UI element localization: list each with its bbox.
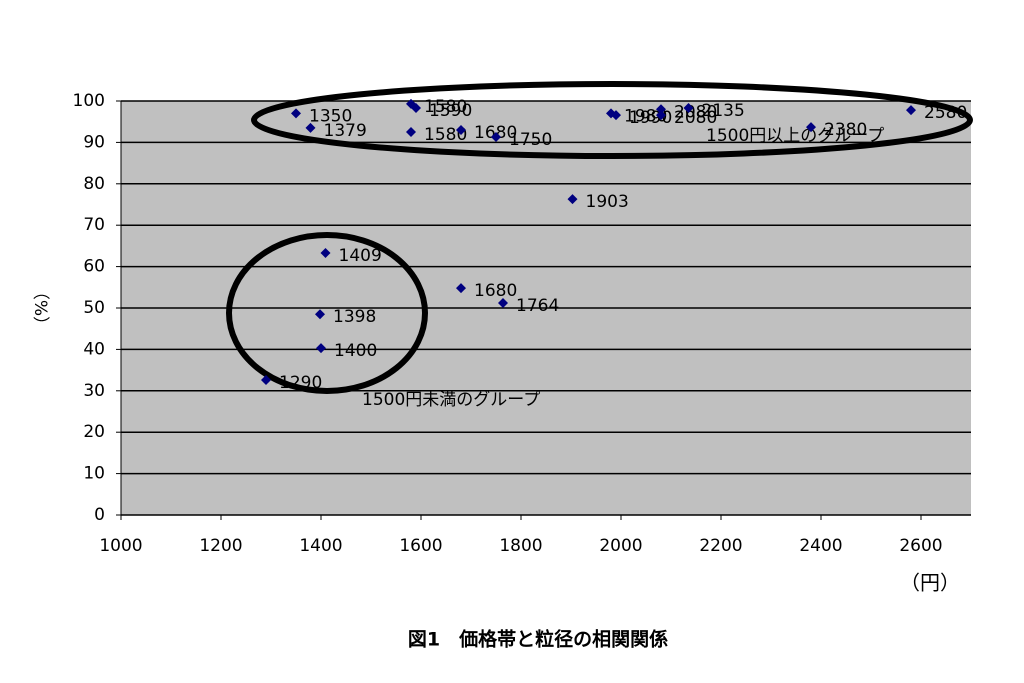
data-label: 2135 xyxy=(702,101,745,121)
annotation: 1500円以上のグループ xyxy=(706,126,884,146)
point xyxy=(320,247,331,258)
data-label: 1764 xyxy=(516,296,559,316)
data-label: 1980 xyxy=(624,106,667,126)
point xyxy=(906,105,916,116)
x-tick-label: 1600 xyxy=(399,536,442,556)
annotation: 1500円未満のグループ xyxy=(362,390,540,410)
data-label: 1398 xyxy=(333,307,376,327)
point xyxy=(567,194,578,205)
y-tick-label: 40 xyxy=(83,339,105,359)
data-label: 1750 xyxy=(509,130,552,150)
data-label: 1350 xyxy=(309,106,352,126)
y-tick-label: 70 xyxy=(83,215,105,235)
data-label: 1290 xyxy=(279,373,322,393)
x-tick-label: 2600 xyxy=(899,536,942,556)
x-tick-label: 2400 xyxy=(799,536,842,556)
y-tick-label: 0 xyxy=(94,505,105,525)
y-tick-label: 60 xyxy=(83,257,105,277)
point xyxy=(406,127,416,138)
point xyxy=(656,110,666,121)
data-label: 1580 xyxy=(424,97,467,117)
data-label: 1409 xyxy=(339,246,382,266)
data-label: 1590 xyxy=(429,101,472,121)
data-label: 1680 xyxy=(474,281,517,301)
y-tick-label: 30 xyxy=(83,381,105,401)
data-label: 2580 xyxy=(924,103,967,123)
x-axis-label: （円） xyxy=(900,571,960,595)
point xyxy=(806,122,816,133)
data-label: 1990 xyxy=(629,108,672,128)
x-tick-label: 2200 xyxy=(699,536,742,556)
point xyxy=(683,103,694,114)
x-tick-label: 1000 xyxy=(99,536,142,556)
y-tick-label: 50 xyxy=(83,298,105,318)
data-label: 1903 xyxy=(586,192,629,212)
data-label: 1379 xyxy=(324,121,367,141)
point xyxy=(315,309,325,320)
y-tick-label: 100 xyxy=(73,91,105,111)
x-tick-label: 1400 xyxy=(299,536,342,556)
x-tick-label: 2000 xyxy=(599,536,642,556)
point xyxy=(291,108,301,119)
point xyxy=(491,132,501,143)
data-label: 2380 xyxy=(824,120,867,140)
y-tick-label: 90 xyxy=(83,132,105,152)
y-tick-label: 10 xyxy=(83,464,105,484)
data-label: 2080 xyxy=(674,108,717,128)
point xyxy=(498,298,508,309)
point xyxy=(456,124,466,135)
point xyxy=(411,103,421,114)
point xyxy=(456,283,466,294)
point xyxy=(656,104,666,115)
x-tick-label: 1200 xyxy=(199,536,242,556)
y-tick-label: 20 xyxy=(83,422,105,442)
chart-title: 図1 価格帯と粒径の相関関係 xyxy=(408,628,668,651)
group-ellipse xyxy=(251,81,973,159)
point xyxy=(261,375,271,386)
point xyxy=(611,110,621,121)
y-tick-label: 80 xyxy=(83,174,105,194)
point xyxy=(305,122,316,133)
data-label: 1400 xyxy=(334,341,377,361)
x-tick-label: 1800 xyxy=(499,536,542,556)
y-axis-label: （%） xyxy=(30,283,50,333)
point xyxy=(316,343,326,354)
